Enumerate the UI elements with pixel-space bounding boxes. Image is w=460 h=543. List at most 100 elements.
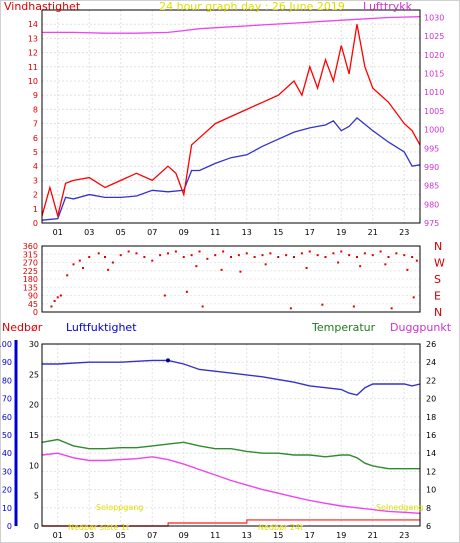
wind-x-tick-label: 21 (368, 228, 378, 237)
wind-x-tick-label: 01 (53, 228, 63, 237)
direction-point (198, 250, 201, 253)
direction-point (66, 274, 69, 277)
direction-point (127, 250, 130, 253)
direction-point (59, 294, 62, 297)
rain-label: Nedbør (2, 321, 43, 334)
weather-series-line-1 (41, 438, 420, 470)
compass-label: N (434, 240, 442, 253)
wind-tick-label: 14 (28, 20, 38, 29)
temperature-tick-label: 20 (426, 395, 436, 404)
direction-point (78, 259, 81, 262)
direction-series (50, 250, 418, 310)
direction-point (72, 263, 75, 266)
pressure-tick-label: 1030 (424, 13, 444, 22)
direction-point (332, 252, 335, 255)
direction-point (406, 268, 409, 271)
pressure-tick-label: 980 (424, 200, 439, 209)
weather-x-tick-label: 01 (53, 531, 63, 540)
wind-tick-label: 9 (33, 91, 38, 100)
wind-tick-label: 11 (28, 63, 38, 72)
wind-chart: 0123456789101112131497598098599099510001… (4, 0, 444, 237)
temperature-tick-label: 12 (426, 467, 436, 476)
direction-tick-label: 0 (33, 308, 38, 317)
wind-tick-label: 7 (33, 120, 38, 129)
temperature-tick-label: 16 (426, 431, 436, 440)
wind-grid (42, 10, 420, 224)
humidity-max-marker (166, 358, 170, 363)
rain-tick-label: 30 (29, 340, 39, 349)
direction-point (220, 268, 223, 271)
compass-label: W (434, 257, 445, 270)
wind-x-tick-label: 07 (147, 228, 157, 237)
wind-tick-label: 13 (28, 34, 38, 43)
direction-tick-label: 360 (23, 242, 38, 251)
direction-point (167, 252, 169, 255)
sunrise-label: Soloppgang (96, 503, 143, 512)
direction-grid (42, 245, 420, 313)
direction-point (305, 267, 308, 269)
direction-tick-label: 270 (23, 259, 38, 268)
direction-tick-label: 315 (23, 250, 38, 259)
temperature-tick-label: 26 (426, 340, 436, 349)
wind-x-tick-label: 19 (336, 228, 346, 237)
pressure-tick-label: 985 (424, 182, 439, 191)
temperature-tick-label: 10 (426, 486, 436, 495)
temperature-tick-label: 22 (426, 376, 436, 385)
weather-series-line-0 (42, 359, 421, 396)
humidity-tick-label: 50 (2, 431, 12, 440)
direction-point (201, 305, 204, 308)
sunset-label: Solnedgang (376, 503, 423, 512)
wind-tick-label: 0 (33, 219, 38, 228)
direction-tick-label: 180 (23, 275, 38, 284)
pressure-tick-label: 995 (424, 144, 439, 153)
temperature-tick-label: 6 (426, 522, 431, 531)
weather-series-line-2 (41, 452, 421, 514)
direction-point (107, 268, 110, 271)
wind-x-tick-label: 17 (305, 228, 315, 237)
wind-axes: 0123456789101112131497598098599099510001… (28, 9, 444, 237)
pressure-tick-label: 990 (424, 163, 439, 172)
weather-x-tick-label: 21 (368, 531, 378, 540)
wind-x-tick-label: 23 (399, 228, 409, 237)
weather-axes: 0102030405060708090100051015202530681012… (0, 340, 436, 540)
wind-series-line-1 (41, 24, 421, 219)
direction-point (324, 256, 327, 258)
direction-point (56, 296, 59, 299)
pressure-tick-label: 1015 (424, 70, 444, 79)
direction-point (384, 263, 387, 266)
temperature-tick-label: 18 (426, 413, 436, 422)
direction-point (119, 254, 122, 257)
weather-x-tick-label: 17 (305, 531, 315, 540)
direction-point (135, 252, 138, 255)
direction-tick-label: 45 (28, 300, 38, 309)
temperature-tick-label: 8 (426, 504, 431, 513)
wind-speed-label: Vindhastighet (4, 0, 81, 13)
direction-point (289, 307, 292, 310)
humidity-tick-label: 40 (2, 449, 12, 458)
direction-point (352, 305, 355, 308)
wind-x-tick-label: 05 (116, 228, 126, 237)
direction-point (363, 252, 366, 255)
direction-point (387, 256, 390, 258)
direction-point (264, 263, 267, 266)
wind-tick-label: 1 (33, 205, 38, 214)
rain-1h-label: Nedbør siste 1t (68, 523, 129, 532)
direction-point (97, 252, 100, 255)
direction-point (412, 296, 415, 299)
weather-x-tick-label: 11 (210, 531, 220, 540)
direction-point (403, 254, 406, 257)
temperature-tick-label: 24 (426, 358, 436, 367)
weather-series (41, 358, 421, 527)
direction-point (337, 261, 340, 264)
humidity-tick-label: 70 (2, 395, 12, 404)
direction-point (379, 250, 382, 253)
direction-point (206, 257, 209, 260)
rain-tick-label: 25 (29, 370, 39, 379)
humidity-label: Luftfuktighet (66, 321, 137, 334)
direction-point (151, 259, 154, 262)
wind-x-tick-label: 09 (179, 228, 189, 237)
direction-point (340, 250, 343, 253)
direction-point (253, 256, 256, 258)
wind-series-line-2 (42, 16, 421, 34)
